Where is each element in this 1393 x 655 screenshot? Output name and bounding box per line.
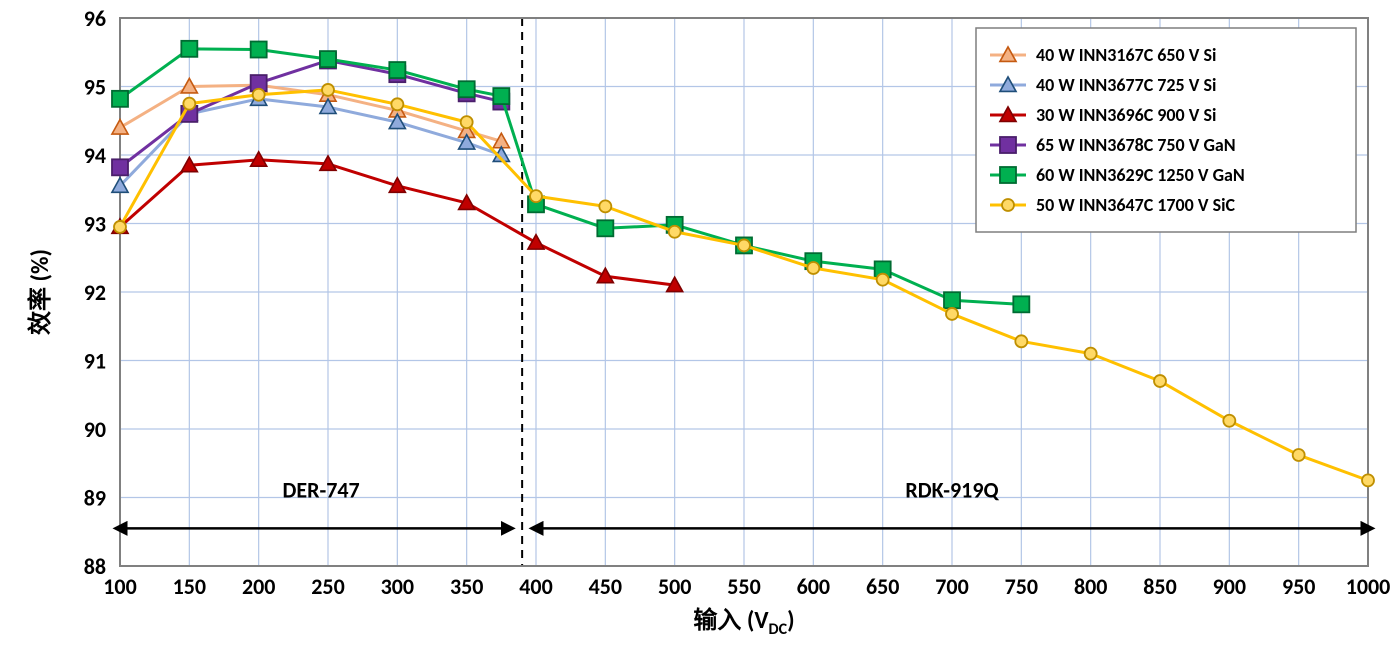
y-tick-label: 95 [84, 74, 106, 101]
x-tick-label: 1000 [1346, 573, 1391, 600]
y-tick-label: 91 [84, 348, 106, 375]
x-tick-label: 200 [242, 573, 275, 600]
y-tick-label: 94 [84, 142, 106, 169]
x-tick-label: 600 [797, 573, 830, 600]
legend-label: 40 W INN3677C 725 V Si [1036, 74, 1216, 96]
x-tick-label: 300 [381, 573, 414, 600]
x-tick-label: 500 [658, 573, 691, 600]
x-tick-label: 100 [103, 573, 136, 600]
y-tick-label: 96 [84, 5, 106, 32]
efficiency-line-chart: 100 150 200 250 300 350 400 450 500 550 600 650 700 7… [0, 0, 1393, 655]
x-tick-label: 150 [173, 573, 206, 600]
x-tick-label: 700 [935, 573, 968, 600]
x-tick-label: 550 [727, 573, 760, 600]
y-tick-label: 88 [84, 553, 106, 580]
x-tick-label: 850 [1143, 573, 1176, 600]
x-tick-label: 350 [450, 573, 483, 600]
legend-label: 40 W INN3167C 650 V Si [1036, 44, 1216, 66]
legend-label: 60 W INN3629C 1250 V GaN [1036, 164, 1245, 186]
range-label: RDK-919Q [905, 477, 999, 504]
range-label: DER-747 [282, 477, 359, 504]
x-tick-label: 900 [1213, 573, 1246, 600]
y-axis-label: 效率 (%) [26, 249, 55, 335]
y-tick-label: 89 [84, 485, 106, 512]
x-tick-label: 800 [1074, 573, 1107, 600]
x-tick-label: 950 [1282, 573, 1315, 600]
x-tick-label: 650 [866, 573, 899, 600]
legend: 40 W INN3167C 650 V Si 40 W INN3677C 725 … [976, 28, 1356, 232]
legend-label: 50 W INN3647C 1700 V SiC [1036, 194, 1236, 216]
x-tick-label: 750 [1005, 573, 1038, 600]
chart-svg: 100 150 200 250 300 350 400 450 500 550 600 650 700 7… [0, 0, 1393, 655]
x-axis-label: 输入 (VDC) [693, 606, 794, 639]
y-tick-label: 92 [84, 279, 106, 306]
y-tick-label: 90 [84, 416, 106, 443]
y-tick-label: 93 [84, 211, 106, 238]
x-tick-label: 400 [519, 573, 552, 600]
x-tick-label: 450 [589, 573, 622, 600]
legend-label: 65 W INN3678C 750 V GaN [1036, 134, 1236, 156]
legend-label: 30 W INN3696C 900 V Si [1036, 104, 1216, 126]
x-tick-label: 250 [311, 573, 344, 600]
